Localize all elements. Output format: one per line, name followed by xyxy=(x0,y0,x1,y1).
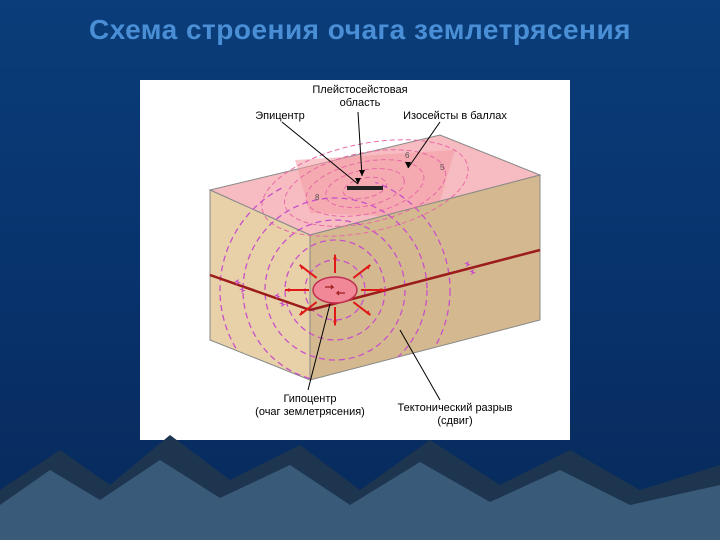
label-isoseist: Изосейсты в баллах xyxy=(390,110,520,123)
label-hypo: Гипоцентр(очаг землетрясения) xyxy=(235,393,385,418)
svg-text:6: 6 xyxy=(405,151,410,160)
svg-text:5: 5 xyxy=(440,163,445,172)
svg-text:8: 8 xyxy=(315,193,320,202)
slide-title: Схема строения очага землетрясения xyxy=(0,14,720,46)
earthquake-diagram: 6 5 8 Плейстосейстоваяобласть Эпицентр Изо… xyxy=(140,80,570,440)
label-pleisto: Плейстосейстоваяобласть xyxy=(290,84,430,109)
diagram-svg: 6 5 8 xyxy=(140,80,570,440)
slide: Схема строения очага землетрясения 6 5 8 П… xyxy=(0,0,720,540)
label-epicenter: Эпицентр xyxy=(245,110,315,123)
mountains-decoration xyxy=(0,420,720,540)
